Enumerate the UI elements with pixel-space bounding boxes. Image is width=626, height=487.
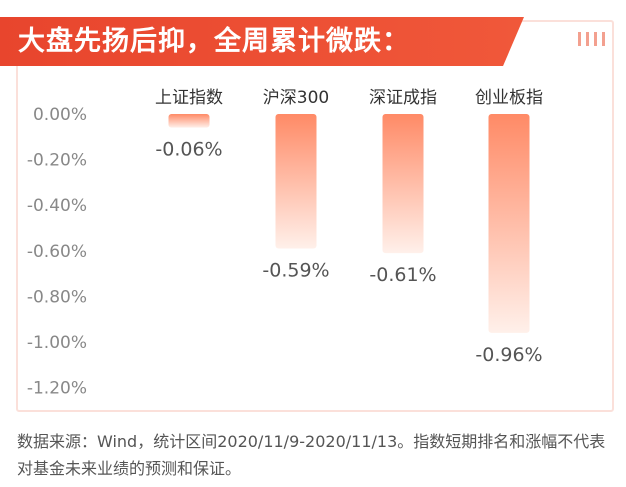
decorative-stripes bbox=[578, 32, 606, 46]
bar bbox=[488, 114, 530, 333]
y-tick-label: 0.00% bbox=[33, 105, 87, 125]
data-label: -0.61% bbox=[369, 264, 436, 286]
footnote: 数据来源：Wind，统计区间2020/11/9-2020/11/13。指数短期排… bbox=[17, 432, 606, 478]
data-label: -0.96% bbox=[475, 344, 542, 366]
chart-title: 大盘先扬后抑，全周累计微跌： bbox=[18, 26, 410, 57]
bar-chart: 0.00% -0.20% -0.40% -0.60% -0.80% -1.00% -1.20… bbox=[27, 88, 543, 399]
data-label: -0.59% bbox=[262, 260, 329, 282]
bar bbox=[382, 114, 424, 254]
bars bbox=[168, 114, 530, 333]
bar bbox=[168, 114, 210, 128]
category-label: 上证指数 bbox=[155, 88, 223, 108]
y-tick-label: -0.20% bbox=[27, 151, 87, 171]
y-tick-label: -0.80% bbox=[27, 287, 87, 307]
data-label: -0.06% bbox=[155, 139, 222, 161]
category-label: 深证成指 bbox=[369, 88, 437, 108]
y-tick-label: -0.60% bbox=[27, 242, 87, 262]
y-axis-ticks: 0.00% -0.20% -0.40% -0.60% -0.80% -1.00% -1.20… bbox=[27, 105, 87, 399]
category-label: 沪深300 bbox=[263, 88, 329, 108]
y-tick-label: -1.20% bbox=[27, 379, 87, 399]
category-labels: 上证指数 沪深300 深证成指 创业板指 bbox=[155, 88, 543, 108]
category-label: 创业板指 bbox=[475, 88, 543, 108]
data-labels: -0.06% -0.59% -0.61% -0.96% bbox=[155, 139, 542, 366]
y-tick-label: -1.00% bbox=[27, 333, 87, 353]
bar bbox=[275, 114, 317, 249]
title-banner: 大盘先扬后抑，全周累计微跌： bbox=[0, 17, 524, 66]
y-tick-label: -0.40% bbox=[27, 196, 87, 216]
